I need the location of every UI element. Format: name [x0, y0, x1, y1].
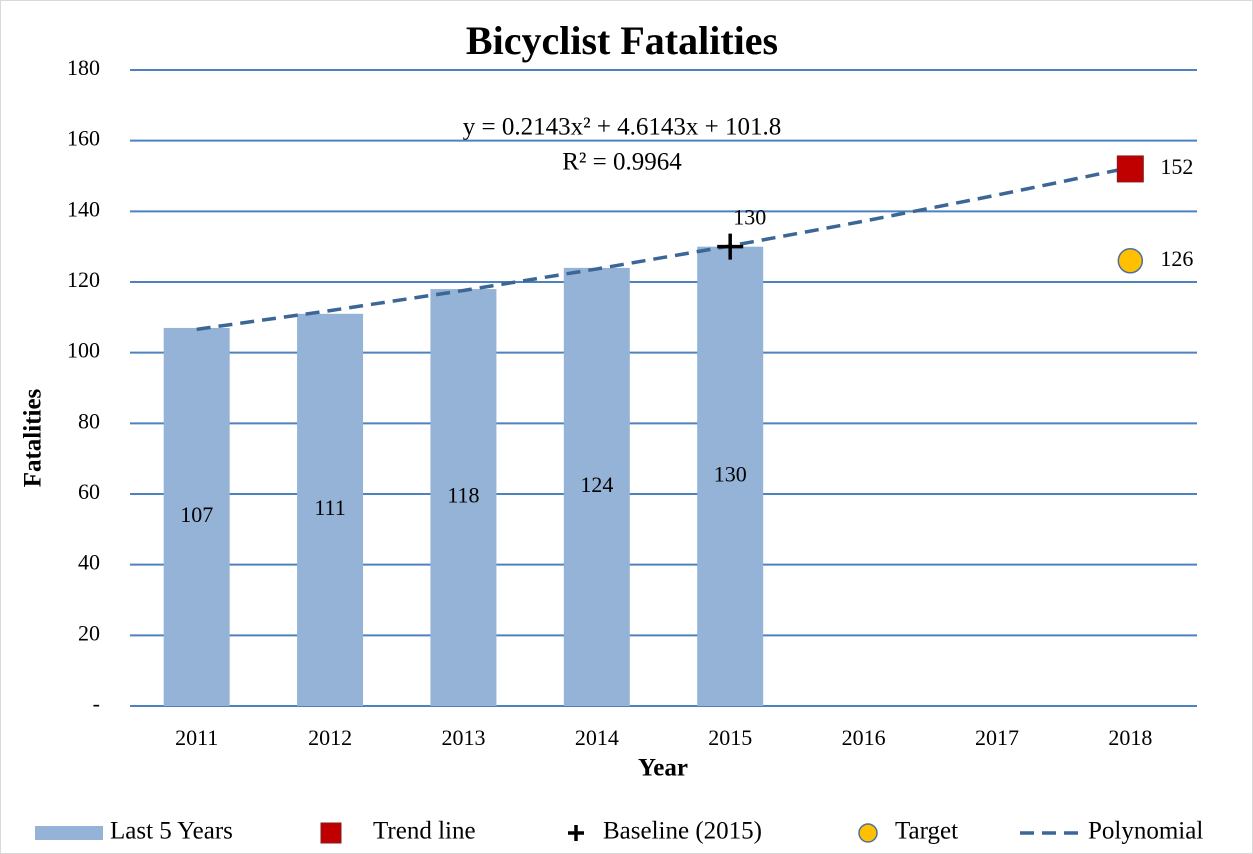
bar — [563, 267, 630, 706]
x-tick-label: 2011 — [175, 725, 218, 750]
point-value-label: 126 — [1160, 246, 1193, 271]
y-axis-label: Fatalities — [20, 388, 47, 487]
legend-label: Polynomial — [1088, 818, 1203, 845]
y-tick-label: 160 — [67, 126, 100, 151]
y-tick-label: - — [93, 691, 100, 716]
y-tick-label: 20 — [78, 620, 100, 645]
chart-title: Bicyclist Fatalities — [466, 18, 778, 63]
point-value-label: 152 — [1160, 154, 1193, 179]
bar — [297, 313, 364, 706]
bar — [430, 289, 497, 706]
x-axis-label: Year — [638, 755, 688, 782]
x-tick-label: 2018 — [1108, 725, 1152, 750]
y-tick-label: 80 — [78, 408, 100, 433]
x-tick-label: 2016 — [842, 725, 886, 750]
bar-value-label: 118 — [447, 483, 479, 508]
x-tick-label: 2014 — [575, 725, 619, 750]
legend-label: Last 5 Years — [110, 818, 233, 845]
x-tick-label: 2017 — [975, 725, 1019, 750]
legend-label: Target — [895, 818, 958, 845]
y-tick-label: 40 — [78, 550, 100, 575]
x-tick-label: 2015 — [708, 725, 752, 750]
y-tick-label: 140 — [67, 196, 100, 221]
legend-swatch — [568, 825, 584, 841]
legend-label: Trend line — [373, 818, 476, 845]
legend-swatch — [858, 823, 878, 843]
y-tick-label: 120 — [67, 267, 100, 292]
legend-swatch — [35, 826, 103, 840]
bar-value-label: 111 — [314, 495, 345, 520]
x-tick-label: 2012 — [308, 725, 352, 750]
bar — [697, 246, 764, 706]
x-tick-label: 2013 — [441, 725, 485, 750]
legend-label: Baseline (2015) — [603, 818, 762, 845]
annotation: R² = 0.9964 — [562, 149, 682, 176]
y-tick-label: 100 — [67, 338, 100, 363]
trend-curve — [196, 165, 1131, 332]
trend-marker — [1116, 155, 1144, 183]
bar-value-label: 107 — [180, 502, 213, 527]
y-tick-label: 60 — [78, 479, 100, 504]
bar-value-label: 130 — [714, 461, 747, 486]
legend-swatch — [320, 822, 342, 844]
bar-value-label: 124 — [580, 472, 613, 497]
baseline-marker — [717, 233, 744, 260]
point-value-label: 130 — [733, 205, 766, 230]
bar — [163, 327, 230, 706]
y-tick-label: 180 — [67, 55, 100, 80]
target-marker — [1117, 248, 1144, 274]
annotation: y = 0.2143x² + 4.6143x + 101.8 — [463, 114, 782, 141]
